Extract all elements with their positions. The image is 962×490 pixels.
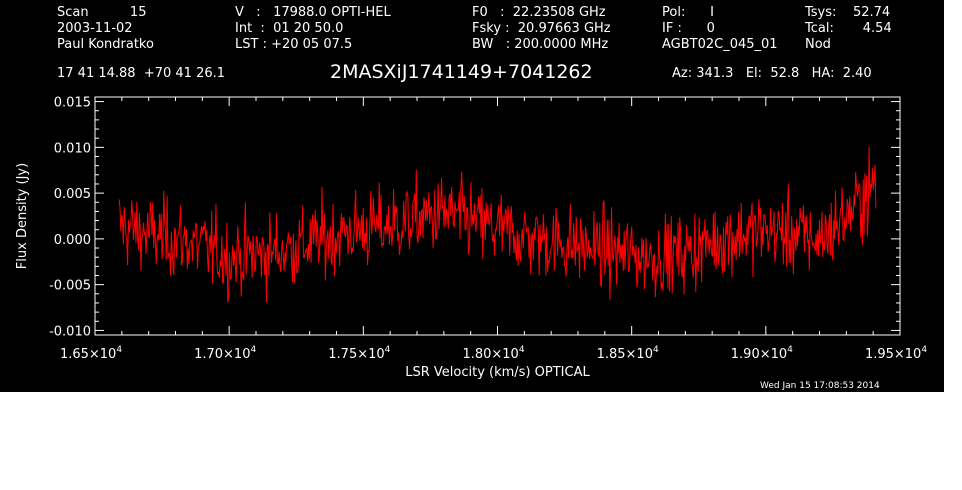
sky-frequency-label: Fsky : 20.97663 GHz [472, 21, 611, 36]
date-label: 2003-11-02 [57, 21, 133, 36]
x-tick-label: 1.95×104 [865, 345, 927, 362]
coordinates-label: 17 41 14.88 +70 41 26.1 [57, 66, 226, 81]
x-tick-label: 1.80×104 [462, 345, 524, 362]
x-axis-label: LSR Velocity (km/s) OPTICAL [405, 365, 590, 380]
x-tick-label: 1.75×104 [328, 345, 390, 362]
source-title: 2MASXiJ1741149+7041262 [330, 61, 593, 83]
y-tick-label: 0.010 [54, 141, 91, 156]
spectrum-trace [118, 146, 877, 303]
timestamp-label: Wed Jan 15 17:08:53 2014 [760, 381, 880, 391]
tcal-label: Tcal: 4.54 [805, 21, 892, 36]
y-axis-label: Flux Density (Jy) [15, 163, 30, 269]
y-tick-label: -0.010 [49, 324, 91, 339]
observer-label: Paul Kondratko [57, 37, 154, 52]
y-tick-label: 0.015 [54, 96, 91, 111]
y-tick-label: 0.005 [54, 187, 91, 202]
tick-layer: 1.65×104 1.70×104 1.75×104 1.80×104 1.85×104… [49, 96, 927, 362]
procedure-label: Nod [805, 37, 831, 52]
if-label: IF : 0 [662, 21, 715, 36]
velocity-label: V : 17988.0 OPTI-HEL [235, 5, 391, 20]
rest-frequency-label: F0 : 22.23508 GHz [472, 5, 606, 20]
tsys-label: Tsys: 52.74 [805, 5, 891, 20]
spectrum-trace-layer [118, 146, 877, 303]
scan-label: Scan 15 [57, 5, 147, 20]
lst-label: LST : +20 05 07.5 [235, 37, 353, 52]
x-tick-label: 1.90×104 [731, 345, 793, 362]
y-tick-label: -0.005 [49, 279, 91, 294]
project-label: AGBT02C_045_01 [662, 37, 778, 52]
x-tick-label: 1.65×104 [60, 345, 122, 362]
plot-panel: Scan 15 2003-11-02 Paul Kondratko V : 17… [0, 0, 944, 392]
y-tick-label: 0.000 [54, 233, 91, 248]
x-tick-label: 1.85×104 [597, 345, 659, 362]
x-tick-label: 1.70×104 [194, 345, 256, 362]
az-el-ha-label: Az: 341.3 El: 52.8 HA: 2.40 [672, 66, 872, 81]
polarization-label: Pol: I [662, 5, 714, 20]
integration-label: Int : 01 20 50.0 [235, 21, 344, 36]
spectrum-chart: 1.65×104 1.70×104 1.75×104 1.80×104 1.85×104… [15, 96, 927, 380]
bandwidth-label: BW : 200.0000 MHz [472, 37, 609, 52]
